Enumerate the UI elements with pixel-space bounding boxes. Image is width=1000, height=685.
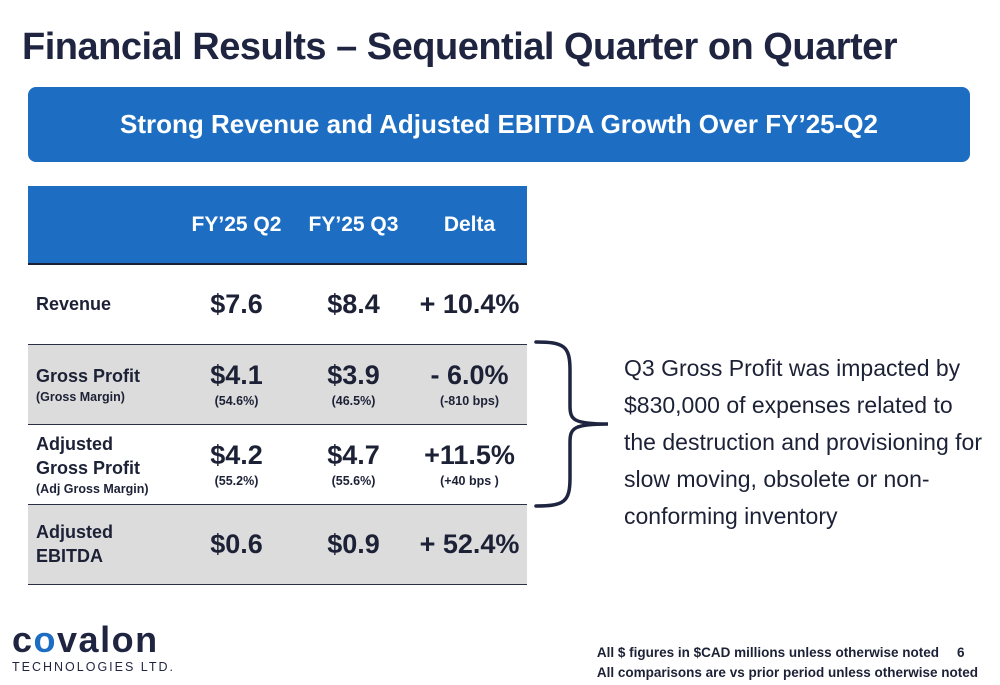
table-header-row: FY’25 Q2 FY’25 Q3 Delta <box>28 186 527 265</box>
margin-q2: (54.6%) <box>214 394 259 408</box>
page-title: Financial Results – Sequential Quarter o… <box>22 26 898 68</box>
value-q3: $8.4 <box>327 289 380 320</box>
cell-q2: $7.6 <box>178 264 295 345</box>
row-label-text: Adjusted <box>36 522 114 542</box>
margin-q3: (55.6%) <box>331 474 376 488</box>
header-delta: Delta <box>412 186 527 265</box>
row-sublabel: (Gross Margin) <box>36 390 125 404</box>
row-label: Revenue <box>28 264 178 345</box>
delta-bps: (+40 bps ) <box>440 474 499 488</box>
header-fy25-q2: FY’25 Q2 <box>178 186 295 265</box>
row-label-text-line2: EBITDA <box>36 546 103 566</box>
value-delta: + 52.4% <box>419 529 520 559</box>
footnote-line-2: All comparisons are vs prior period unle… <box>596 665 978 680</box>
row-label: Adjusted Gross Profit (Adj Gross Margin) <box>28 424 178 505</box>
margin-q2: (55.2%) <box>214 474 259 488</box>
row-gross-profit: Gross Profit (Gross Margin) $4.1 (54.6%)… <box>28 344 527 425</box>
logo-wordmark: covalon <box>12 619 159 660</box>
value-q2: $0.6 <box>210 529 263 559</box>
cell-delta: + 10.4% <box>412 264 527 345</box>
gross-profit-note: Q3 Gross Profit was impacted by $830,000… <box>624 355 982 529</box>
row-adjusted-gross-profit: Adjusted Gross Profit (Adj Gross Margin)… <box>28 424 527 505</box>
cell-delta: + 52.4% <box>412 504 527 585</box>
cell-q3: $8.4 <box>295 264 412 345</box>
row-adjusted-ebitda: Adjusted EBITDA $0.6 $0.9 + 52.4% <box>28 504 527 585</box>
header-blank <box>28 186 178 265</box>
company-logo: covalon TECHNOLOGIES LTD. <box>12 619 175 675</box>
page-number: 6 <box>956 645 965 660</box>
value-q2: $4.2 <box>210 440 263 470</box>
banner-text: Strong Revenue and Adjusted EBITDA Growt… <box>120 109 878 139</box>
footnotes: All $ figures in $CAD millions unless ot… <box>597 643 978 683</box>
value-q2: $7.6 <box>210 289 263 320</box>
header-fy25-q3: FY’25 Q3 <box>295 186 412 265</box>
row-sublabel: (Adj Gross Margin) <box>36 482 149 496</box>
cell-q3: $0.9 <box>295 504 412 585</box>
financial-table: FY’25 Q2 FY’25 Q3 Delta Revenue $7.6 $8.… <box>28 186 527 585</box>
footnote-line-1: All $ figures in $CAD millions unless ot… <box>597 643 978 663</box>
value-q2: $4.1 <box>210 360 263 390</box>
cell-q3: $3.9 (46.5%) <box>295 344 412 425</box>
value-delta: +11.5% <box>424 440 515 470</box>
headline-banner: Strong Revenue and Adjusted EBITDA Growt… <box>28 87 970 162</box>
row-revenue: Revenue $7.6 $8.4 + 10.4% <box>28 264 527 345</box>
cell-q2: $0.6 <box>178 504 295 585</box>
cell-delta: - 6.0% (-810 bps) <box>412 344 527 425</box>
logo-subtitle: TECHNOLOGIES LTD. <box>12 660 175 674</box>
cell-q2: $4.2 (55.2%) <box>178 424 295 505</box>
row-label-text: Gross Profit <box>36 366 141 386</box>
value-q3: $4.7 <box>327 440 380 470</box>
row-label: Adjusted EBITDA <box>28 504 178 585</box>
row-label-text: Revenue <box>36 294 112 315</box>
value-delta: - 6.0% <box>430 360 509 390</box>
value-delta: + 10.4% <box>419 289 520 320</box>
value-q3: $3.9 <box>327 360 380 390</box>
value-q3: $0.9 <box>327 529 380 559</box>
row-label: Gross Profit (Gross Margin) <box>28 344 178 425</box>
row-label-text: Adjusted <box>36 434 114 454</box>
cell-q2: $4.1 (54.6%) <box>178 344 295 425</box>
cell-q3: $4.7 (55.6%) <box>295 424 412 505</box>
right-brace-icon <box>534 340 609 508</box>
cell-delta: +11.5% (+40 bps ) <box>412 424 527 505</box>
footnote-currency: All $ figures in $CAD millions unless ot… <box>596 645 939 660</box>
margin-q3: (46.5%) <box>331 394 376 408</box>
delta-bps: (-810 bps) <box>439 394 500 408</box>
row-label-text-line2: Gross Profit <box>36 458 141 478</box>
